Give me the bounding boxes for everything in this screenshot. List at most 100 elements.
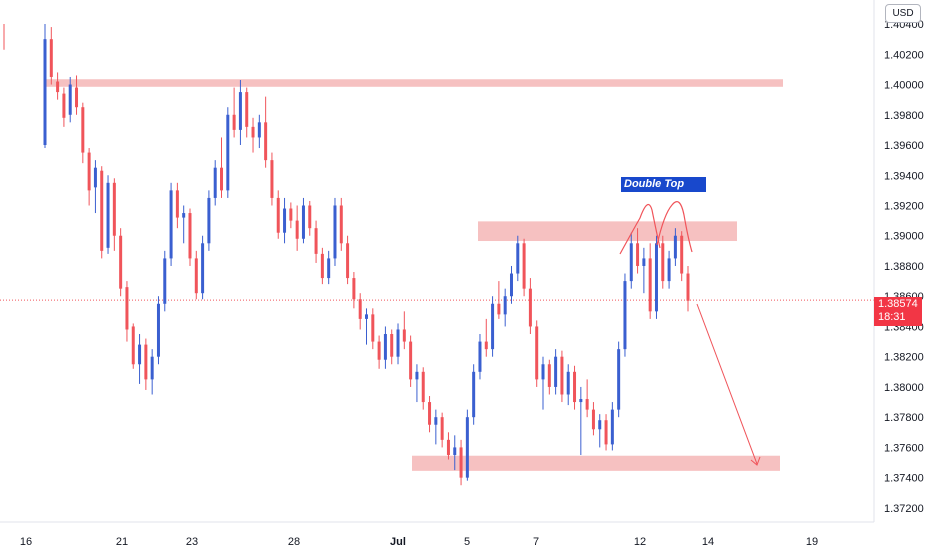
candle-body: [472, 371, 476, 418]
candle-body: [371, 314, 375, 342]
candle-body: [617, 349, 621, 410]
price-tick: 1.37200: [884, 503, 924, 515]
annotations-layer: [619, 201, 761, 466]
candle-body: [43, 39, 47, 146]
candle-body: [579, 399, 583, 403]
candle-body: [308, 205, 312, 229]
double-top-arc-right: [656, 201, 693, 253]
candle-body: [314, 228, 318, 254]
candle-body: [245, 92, 249, 127]
candle-body: [680, 235, 684, 274]
candle-body: [604, 420, 608, 445]
price-tick: 1.39200: [884, 200, 924, 212]
candle-body: [554, 356, 558, 387]
candle-body: [75, 87, 79, 108]
candle-body: [81, 107, 85, 153]
candle-body: [661, 243, 665, 282]
candle-body: [213, 167, 217, 198]
candle-body: [352, 278, 356, 300]
candle-body: [503, 296, 507, 315]
projection-arrow-line: [696, 303, 758, 465]
candle-body: [459, 447, 463, 478]
time-tick: 21: [116, 536, 128, 548]
price-tick: 1.40000: [884, 80, 924, 92]
time-tick: 28: [288, 536, 300, 548]
candle-body: [346, 243, 350, 279]
candle-body: [100, 170, 104, 251]
candle-body: [56, 81, 60, 93]
double-top-label[interactable]: Double Top: [621, 177, 706, 192]
candle-body: [201, 243, 205, 294]
candle-body: [686, 273, 690, 301]
candle-body: [144, 344, 148, 380]
candle-body: [390, 334, 394, 357]
candle-body: [125, 287, 129, 330]
candle-body: [497, 303, 501, 315]
time-tick: Jul: [390, 536, 406, 548]
candle-body: [623, 281, 627, 350]
candle-body: [62, 93, 66, 118]
bar-countdown: 18:31: [878, 311, 906, 323]
candle-body: [93, 167, 97, 188]
mid-resistance-zone: [478, 221, 737, 242]
candle-body: [112, 182, 116, 236]
current-price-value: 1.38574: [878, 298, 918, 310]
candle-body: [560, 356, 564, 395]
candle-body: [547, 364, 551, 387]
candles-layer: [3, 24, 690, 486]
price-tick: 1.38800: [884, 261, 924, 273]
candle-body: [484, 341, 488, 350]
candle-body: [358, 299, 362, 319]
price-tick: 1.40200: [884, 49, 924, 61]
time-tick: 14: [702, 536, 714, 548]
double-top-arc-left: [619, 203, 661, 255]
candle-body: [421, 371, 425, 403]
candle-body: [377, 341, 381, 360]
candle-body: [270, 160, 274, 198]
candle-body: [257, 122, 261, 138]
candle-body: [402, 329, 406, 342]
candle-body: [238, 92, 242, 130]
price-tick: 1.37800: [884, 412, 924, 424]
candle-body: [327, 258, 331, 279]
current-price-label: 1.38574 18:31: [874, 297, 922, 326]
candle-body: [251, 126, 255, 138]
candle-body: [232, 114, 236, 130]
candle-body: [629, 243, 633, 282]
price-tick: 1.38200: [884, 352, 924, 364]
candle-body: [163, 258, 167, 304]
candle-body: [440, 417, 444, 440]
candle-body: [182, 213, 186, 218]
zones-layer: [0, 79, 874, 471]
candle-body: [591, 409, 595, 430]
candle-body: [150, 356, 154, 380]
candle-body: [264, 122, 268, 161]
time-tick: 16: [20, 536, 32, 548]
candle-body: [598, 420, 602, 430]
candle-body: [119, 235, 123, 289]
price-tick: 1.39800: [884, 110, 924, 122]
currency-badge[interactable]: USD: [885, 4, 921, 23]
candle-body: [320, 253, 324, 279]
candle-body: [188, 213, 192, 259]
candle-body: [283, 208, 287, 233]
candle-body: [289, 208, 293, 221]
candle-body: [465, 417, 469, 478]
candle-body: [566, 371, 570, 395]
candle-body: [156, 303, 160, 357]
candle-body: [535, 326, 539, 380]
time-tick: 5: [464, 536, 470, 548]
candle-body: [169, 190, 173, 259]
candle-body: [175, 190, 179, 218]
time-tick: 7: [533, 536, 539, 548]
price-tick: 1.39400: [884, 170, 924, 182]
candle-body: [585, 399, 589, 410]
candle-body: [478, 341, 482, 372]
time-tick: 12: [634, 536, 646, 548]
candle-body: [453, 447, 457, 455]
candle-body: [396, 329, 400, 357]
candle-body: [333, 205, 337, 259]
price-tick: 1.37600: [884, 442, 924, 454]
